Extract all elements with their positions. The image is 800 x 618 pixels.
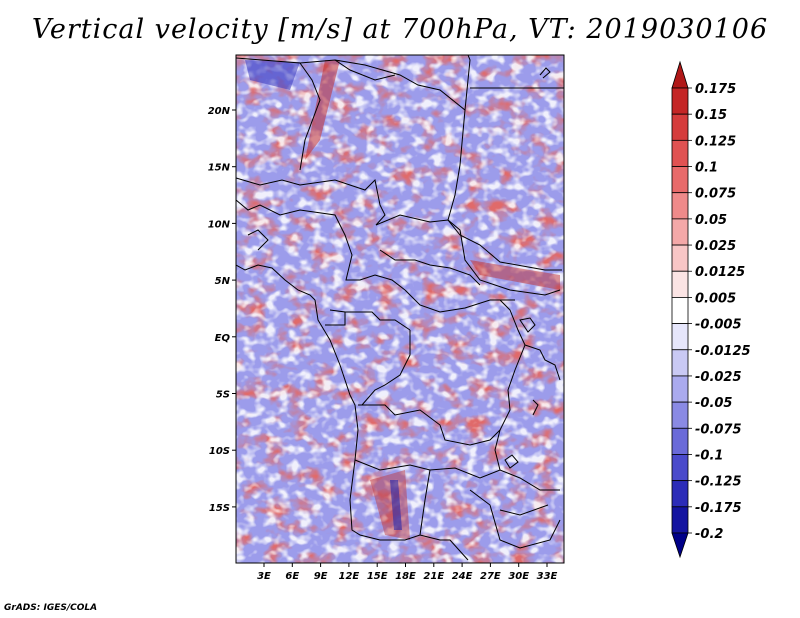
colorbar-swatch <box>671 139 689 167</box>
colorbar-top-arrow <box>671 60 689 89</box>
lon-tick-label: 30E <box>508 571 529 582</box>
lon-tick-label: 15E <box>367 571 388 582</box>
colorbar-label: 0.025 <box>695 239 736 254</box>
colorbar-label: 0.1 <box>695 161 718 176</box>
colorbar-label: 0.175 <box>695 82 736 97</box>
colorbar-label: -0.125 <box>695 475 742 490</box>
lon-tick-label: 3E <box>257 571 271 582</box>
colorbar-bottom-arrow <box>671 532 689 559</box>
colorbar-label: -0.1 <box>695 448 723 463</box>
colorbar-swatch <box>671 401 689 429</box>
lat-tick-label: 5N <box>215 276 231 287</box>
lat-tick-label: 15N <box>208 163 231 174</box>
colorbar-label: -0.0125 <box>695 344 751 359</box>
colorbar-swatch <box>671 375 689 403</box>
colorbar-label: -0.2 <box>695 527 723 542</box>
lon-tick-label: 9E <box>314 571 328 582</box>
colorbar-swatch <box>671 270 689 298</box>
colorbar-label: -0.005 <box>695 318 742 333</box>
colorbar-swatch <box>671 454 689 482</box>
colorbar-swatch <box>671 480 689 508</box>
colorbar-label: 0.05 <box>695 213 727 228</box>
lon-tick-label: 6E <box>285 571 299 582</box>
lat-tick-label: 5S <box>216 390 230 401</box>
colorbar-swatch <box>671 349 689 377</box>
colorbar-label: 0.15 <box>695 108 727 123</box>
colorbar-label: -0.075 <box>695 422 742 437</box>
colorbar-label: -0.025 <box>695 370 742 385</box>
colorbar-swatch <box>671 297 689 324</box>
lon-tick-group: 3E 6E 9E 12E 15E 18E 21E 24E 27E 30E 33E <box>257 563 558 582</box>
lon-tick-label: 18E <box>395 571 416 582</box>
velocity-field <box>236 55 564 563</box>
lon-tick-label: 24E <box>452 571 473 582</box>
lat-tick-group: 20N 15N 10N 5N EQ 5S 10S 15S <box>208 106 236 514</box>
colorbar-label: 0.0125 <box>695 265 745 280</box>
colorbar-swatch <box>671 192 689 220</box>
colorbar-label: 0.005 <box>695 291 736 306</box>
colorbar-swatch <box>671 166 689 194</box>
colorbar-label: -0.175 <box>695 501 742 516</box>
colorbar-swatch <box>671 113 689 141</box>
lat-tick-label: 20N <box>208 106 231 117</box>
colorbar-label: 0.075 <box>695 187 736 202</box>
colorbar-swatch <box>671 244 689 272</box>
colorbar-swatch <box>671 323 689 351</box>
colorbar-swatch <box>671 218 689 246</box>
lat-tick-label: EQ <box>215 333 231 344</box>
grads-credit: GrADS: IGES/COLA <box>4 603 98 613</box>
lon-tick-label: 21E <box>423 571 444 582</box>
colorbar: 0.175 0.15 0.125 0.1 0.075 0.05 0.025 0.0125 0.0… <box>671 60 751 559</box>
colorbar-swatch <box>671 87 689 115</box>
lon-tick-label: 33E <box>537 571 558 582</box>
colorbar-swatch <box>671 506 689 534</box>
lat-tick-label: 10S <box>209 446 230 457</box>
colorbar-label: -0.05 <box>695 396 732 411</box>
lon-tick-label: 27E <box>480 571 501 582</box>
country-borders <box>236 55 564 561</box>
lon-tick-label: 12E <box>339 571 360 582</box>
colorbar-label: 0.125 <box>695 134 736 149</box>
lat-tick-label: 10N <box>208 219 231 230</box>
map-title: Vertical velocity [m/s] at 700hPa, VT: 2… <box>31 14 769 45</box>
colorbar-swatch <box>671 427 689 455</box>
lat-tick-label: 15S <box>209 503 230 514</box>
map-frame <box>235 54 565 564</box>
